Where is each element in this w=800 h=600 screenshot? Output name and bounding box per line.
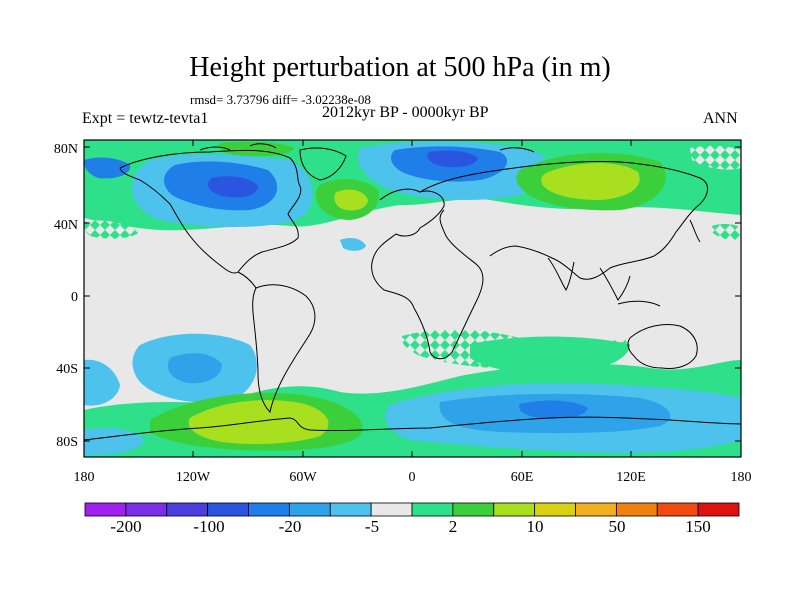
colorbar-swatch xyxy=(493,502,536,517)
south-blue-sw xyxy=(168,353,222,384)
lon-label-60E: 60E xyxy=(511,470,534,485)
colorbar-swatch xyxy=(370,502,413,517)
colorbar-labels: -200 -100 -20 -5 2 10 50 150 xyxy=(110,517,710,536)
coastlines xyxy=(84,143,741,441)
colorbar-swatch xyxy=(166,502,209,517)
colorbar-swatch xyxy=(534,502,576,517)
colorbar-label: 10 xyxy=(527,517,544,536)
colorbar-label: -100 xyxy=(193,517,224,536)
colorbar-label: 50 xyxy=(609,517,626,536)
colorbar-swatch xyxy=(575,502,617,517)
lat-label-80N: 80N xyxy=(54,142,78,157)
greenland-coast xyxy=(299,147,347,181)
colorbar-label: -5 xyxy=(365,517,379,536)
map-title: Height perturbation at 500 hPa (in m) xyxy=(189,52,611,83)
colorbar-swatch xyxy=(288,502,331,517)
north-dark-blue-2 xyxy=(427,150,478,168)
north-dark-blue xyxy=(207,176,258,198)
small-blue-spot xyxy=(340,238,366,251)
colorbar-label: -20 xyxy=(279,517,302,536)
field-layer xyxy=(84,140,741,457)
indonesia-coast xyxy=(617,300,661,307)
colorbar-swatch xyxy=(248,502,290,517)
south-america-coast xyxy=(252,284,316,414)
north-blue-3 xyxy=(84,157,131,179)
sw-yellow-core xyxy=(188,400,329,444)
north-america-coast xyxy=(119,149,302,274)
antarctica-coast xyxy=(84,416,741,441)
japan-coast xyxy=(689,219,701,243)
lon-label-120E: 120E xyxy=(616,470,646,485)
colorbar-label: 150 xyxy=(685,517,711,536)
lon-label-120W: 120W xyxy=(176,470,211,485)
lon-label-60W: 60W xyxy=(289,470,317,485)
colorbar-swatch xyxy=(452,502,495,517)
europe-africa-coast xyxy=(371,188,484,360)
stats-line: rmsd= 3.73796 diff= -3.02238e-08 xyxy=(190,92,371,107)
north-atlantic-yellow xyxy=(334,189,368,211)
lon-label-180w: 180 xyxy=(74,470,95,485)
australia-coast xyxy=(627,324,698,369)
lat-label-0: 0 xyxy=(71,290,78,305)
colorbar-label: 2 xyxy=(449,517,458,536)
se-asia-coast xyxy=(599,267,631,301)
colorbar-swatch xyxy=(84,502,127,517)
longitude-ticks xyxy=(83,140,742,457)
northeast-yellow-patch xyxy=(541,163,640,200)
colorbar-swatch xyxy=(411,502,454,517)
hatched-patch-2 xyxy=(690,145,741,170)
arctic-islands-coast xyxy=(199,143,535,153)
lat-label-40N: 40N xyxy=(54,218,78,233)
south-blue-west-edge xyxy=(84,359,120,406)
hatched-patch-1 xyxy=(84,220,140,239)
central-america-coast xyxy=(237,271,257,289)
south-green-mid xyxy=(470,336,630,375)
lon-label-0: 0 xyxy=(409,470,416,485)
lat-label-40S: 40S xyxy=(56,362,78,377)
colorbar-swatch xyxy=(697,502,740,517)
northwest-green-spot xyxy=(218,141,295,157)
india-coast xyxy=(547,257,575,292)
colorbar-swatch xyxy=(329,502,372,517)
colorbar-swatch xyxy=(656,502,699,517)
colorbar xyxy=(84,502,740,517)
period-label: 2012kyr BP - 0000kyr BP xyxy=(322,104,489,121)
colorbar-swatch xyxy=(125,502,168,517)
hatched-patch-3 xyxy=(712,223,741,241)
antarctic-dark-spot xyxy=(518,400,588,419)
asia-coast xyxy=(419,160,708,280)
season-label: ANN xyxy=(703,110,738,127)
colorbar-label: -200 xyxy=(110,517,141,536)
lon-label-180e: 180 xyxy=(731,470,752,485)
colorbar-swatch xyxy=(207,502,249,517)
lat-label-80S: 80S xyxy=(56,435,78,450)
experiment-label: Expt = tewtz-tevta1 xyxy=(82,110,209,127)
colorbar-swatch xyxy=(615,502,658,517)
latitude-ticks xyxy=(84,146,741,442)
